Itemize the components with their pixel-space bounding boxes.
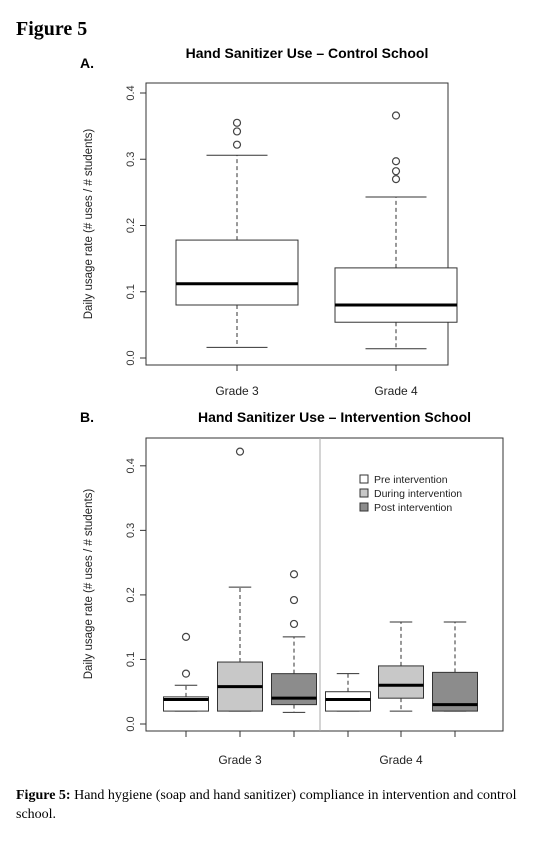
y-axis-label: Daily usage rate (# uses / # students)	[83, 489, 95, 680]
outlier-point	[391, 175, 401, 184]
y-tick-label: 0.2	[125, 587, 137, 602]
x-tick-label: Grade 3	[218, 753, 262, 767]
legend-entry: Post intervention	[374, 502, 452, 514]
box-grade-3-during	[217, 447, 263, 712]
outlier-point	[289, 570, 299, 579]
box-body	[325, 691, 371, 712]
x-tick-label: Grade 3	[215, 384, 259, 398]
outlier-point	[391, 167, 401, 176]
box-grade-3-pre	[163, 632, 209, 712]
panel-label: A.	[80, 55, 94, 71]
chart-panel-a: A. Hand Sanitizer Use – Control School 0.0…	[80, 45, 458, 398]
caption-text: Hand hygiene (soap and hand sanitizer) c…	[16, 788, 517, 822]
y-tick-label: 0.4	[125, 458, 137, 473]
x-tick-label: Grade 4	[379, 753, 423, 767]
legend-entry: Pre intervention	[374, 474, 448, 486]
outlier-point	[391, 157, 401, 166]
box-grade-4-pre	[325, 673, 371, 712]
box-body	[334, 267, 458, 323]
outlier-point	[232, 127, 242, 136]
y-tick-label: 0.1	[125, 652, 137, 667]
y-tick-label: 0.0	[125, 350, 137, 365]
y-tick-label: 0.2	[125, 218, 137, 233]
outlier-point	[235, 447, 245, 456]
box-grade-4-post	[432, 621, 478, 712]
y-axis-label: Daily usage rate (# uses / # students)	[83, 129, 95, 320]
box-body	[271, 673, 317, 706]
legend-swatch	[359, 474, 369, 484]
plot-frame	[145, 82, 449, 366]
caption-label: Figure 5:	[16, 788, 71, 803]
chart-panel-b: B. Hand Sanitizer Use – Intervention Scho…	[80, 409, 504, 767]
legend: Pre intervention During intervention Post …	[359, 474, 462, 514]
chart-title: Hand Sanitizer Use – Control School	[186, 45, 429, 61]
outlier-point	[232, 140, 242, 149]
box-body	[175, 239, 299, 306]
x-tick-label: Grade 4	[374, 384, 418, 398]
outlier-point	[289, 619, 299, 629]
figure-heading: Figure 5	[16, 18, 88, 40]
outlier-point	[289, 595, 299, 605]
box-grade-3	[175, 118, 299, 348]
legend-entry: During intervention	[374, 488, 462, 500]
legend-swatch	[359, 502, 369, 512]
figure-charts: A. Hand Sanitizer Use – Control School 0.0…	[80, 45, 504, 767]
chart-title: Hand Sanitizer Use – Intervention School	[198, 409, 471, 425]
y-tick-label: 0.3	[125, 152, 137, 167]
outlier-point	[391, 111, 401, 120]
y-tick-label: 0.1	[125, 284, 137, 299]
outlier-point	[232, 118, 242, 127]
box-grade-4	[334, 111, 458, 350]
legend-swatch	[359, 488, 369, 498]
box-grade-3-post	[271, 570, 317, 713]
box-grade-4-during	[378, 621, 424, 712]
outlier-point	[181, 669, 191, 678]
box-body	[378, 665, 424, 699]
y-tick-label: 0.3	[125, 523, 137, 538]
plot-frame	[145, 437, 504, 732]
outlier-point	[181, 632, 191, 641]
y-tick-label: 0.0	[125, 716, 137, 731]
y-tick-label: 0.4	[125, 85, 137, 100]
panel-label: B.	[80, 409, 94, 425]
figure-caption: Figure 5: Hand hygiene (soap and hand sa…	[16, 786, 536, 824]
